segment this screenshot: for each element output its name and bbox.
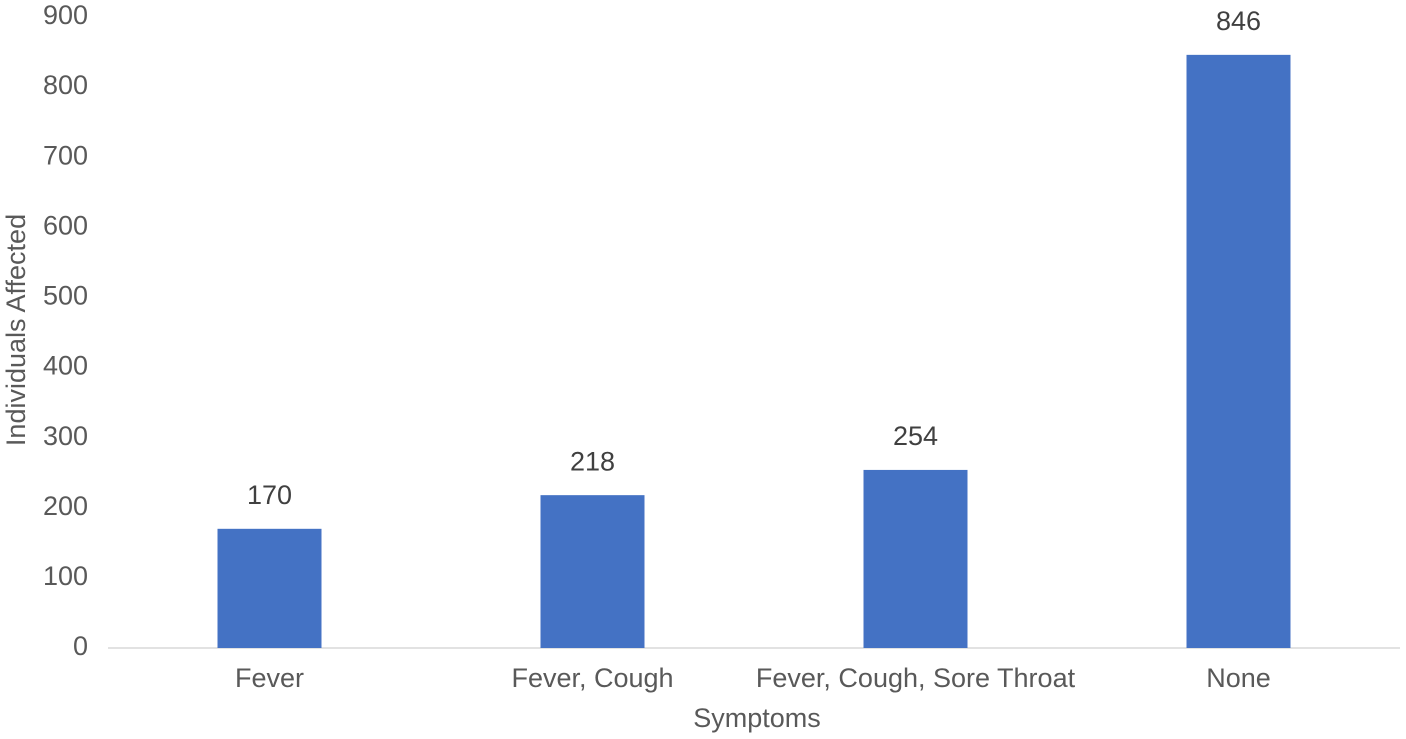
y-axis-label: Individuals Affected [1,214,31,446]
bar [540,495,645,648]
bar [1186,54,1291,649]
y-tick-label: 900 [43,0,88,30]
bar [217,528,322,648]
y-tick-label: 600 [43,210,88,240]
x-axis-label: Symptoms [693,703,821,733]
x-tick-label: Fever [235,663,304,693]
y-tick-label: 800 [43,70,88,100]
y-tick-label: 700 [43,140,88,170]
value-label: 846 [1216,6,1261,36]
y-tick-label: 0 [73,631,88,661]
value-label: 170 [247,480,292,510]
y-tick-label: 500 [43,281,88,311]
value-label: 218 [570,446,615,476]
y-tick-label: 100 [43,561,88,591]
value-label: 254 [893,421,938,451]
x-tick-label: None [1206,663,1271,693]
y-tick-label: 400 [43,351,88,381]
y-tick-label: 200 [43,491,88,521]
y-tick-label: 300 [43,421,88,451]
x-tick-label: Fever, Cough, Sore Throat [756,663,1076,693]
bar [863,469,968,648]
x-tick-label: Fever, Cough [511,663,673,693]
